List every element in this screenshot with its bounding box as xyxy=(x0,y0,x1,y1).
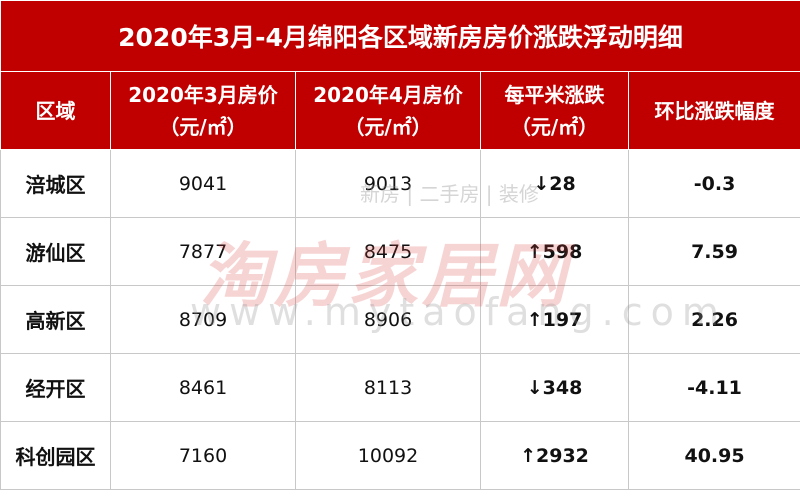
header-cell: 环比涨跌幅度 xyxy=(627,71,800,150)
table-cell: 高新区 xyxy=(0,285,111,354)
table-cell: 8113 xyxy=(295,353,481,422)
header-text: （元/㎡） xyxy=(344,114,432,139)
table-cell: 科创园区 xyxy=(0,421,111,490)
table-cell: 9041 xyxy=(110,149,296,218)
table-cell: 40.95 xyxy=(627,421,800,490)
table-cell: 8709 xyxy=(110,285,296,354)
table-cell: ↓348 xyxy=(480,353,629,422)
table-cell: 7160 xyxy=(110,421,296,490)
table-cell: ↑598 xyxy=(480,217,629,286)
header-text: 环比涨跌幅度 xyxy=(654,98,775,123)
table-cell: -0.3 xyxy=(627,149,800,218)
table-cell: 9013 xyxy=(295,149,481,218)
header-text: （元/㎡） xyxy=(510,114,599,139)
table-cell: ↓28 xyxy=(480,149,629,218)
table-cell: 8906 xyxy=(295,285,481,354)
table-row: 经开区 8461 8113 ↓348 -4.11 xyxy=(0,353,800,422)
header-text: 区域 xyxy=(35,98,76,123)
header-text: 2020年3月房价 xyxy=(128,82,278,107)
table-cell: 2.26 xyxy=(627,285,800,354)
table-cell: 7877 xyxy=(110,217,296,286)
table-row: 涪城区 9041 9013 ↓28 -0.3 xyxy=(0,149,800,218)
table-cell: 8461 xyxy=(110,353,296,422)
table-cell: 经开区 xyxy=(0,353,111,422)
table-cell: ↑2932 xyxy=(480,421,629,490)
table-cell: 游仙区 xyxy=(0,217,111,286)
table-cell: 8475 xyxy=(295,217,481,286)
header-text: （元/㎡） xyxy=(159,114,247,139)
table-row: 科创园区 7160 10092 ↑2932 40.95 xyxy=(0,421,800,490)
table-cell: ↑197 xyxy=(480,285,629,354)
header-text: 每平米涨跌 xyxy=(504,82,605,107)
table-cell: 10092 xyxy=(295,421,481,490)
header-cell: 区域 xyxy=(0,71,111,150)
table-cell: 涪城区 xyxy=(0,149,111,218)
table-cell: 7.59 xyxy=(627,217,800,286)
table-title: 2020年3月-4月绵阳各区域新房房价涨跌浮动明细 xyxy=(0,0,800,72)
table-row: 游仙区 7877 8475 ↑598 7.59 xyxy=(0,217,800,286)
table-cell: -4.11 xyxy=(627,353,800,422)
header-cell: 2020年4月房价 （元/㎡） xyxy=(295,71,481,150)
header-cell: 2020年3月房价 （元/㎡） xyxy=(110,71,296,150)
header-text: 2020年4月房价 xyxy=(313,82,463,107)
table-row: 高新区 8709 8906 ↑197 2.26 xyxy=(0,285,800,354)
header-cell: 每平米涨跌 （元/㎡） xyxy=(480,71,629,150)
